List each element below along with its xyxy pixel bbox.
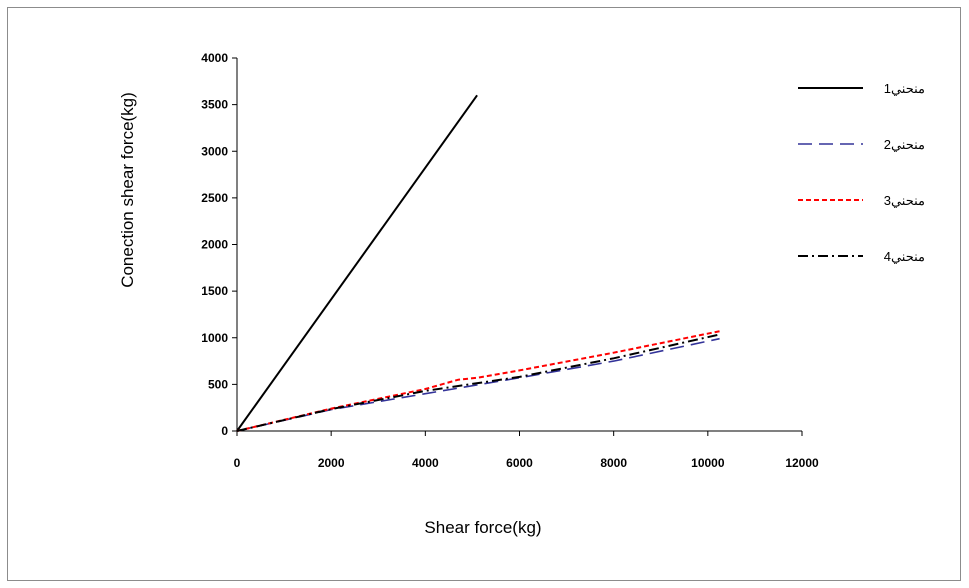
x-tick-label: 6000 xyxy=(506,456,533,470)
y-tick-label: 500 xyxy=(208,377,228,391)
series-line-3 xyxy=(236,330,720,432)
y-tick-label: 4000 xyxy=(201,51,228,65)
x-tick-label: 8000 xyxy=(600,456,627,470)
legend-label-4: منحني4 xyxy=(884,249,925,264)
x-tick-label: 2000 xyxy=(318,456,345,470)
x-axis-title: Shear force(kg) xyxy=(424,518,541,537)
chart-frame xyxy=(7,7,961,581)
legend-label-1: منحني1 xyxy=(884,81,925,96)
x-tick-label: 12000 xyxy=(785,456,819,470)
y-tick-label: 2500 xyxy=(201,191,228,205)
x-tick-label: 10000 xyxy=(691,456,725,470)
series-line-4 xyxy=(236,334,718,432)
series-line-2 xyxy=(236,337,720,432)
axis-ticks: 0 500 1000 1500 2000 2500 3000 3500 4000 0 2000 400… xyxy=(201,51,819,470)
x-tick-label: 4000 xyxy=(412,456,439,470)
legend-label-2: منحني2 xyxy=(884,137,925,152)
y-tick-label: 2000 xyxy=(201,238,228,252)
legend: منحني1 منحني2 منحني3 منحني4 xyxy=(798,81,925,264)
x-tick-label: 0 xyxy=(234,456,241,470)
y-axis-title: Conection shear force(kg) xyxy=(118,92,137,288)
y-tick-label: 1000 xyxy=(201,331,228,345)
y-tick-label: 3500 xyxy=(201,98,228,112)
plot-area: 0 500 1000 1500 2000 2500 3000 3500 4000 0 2000 400… xyxy=(201,51,819,470)
legend-label-3: منحني3 xyxy=(884,193,925,208)
series-line-1 xyxy=(236,94,478,432)
y-tick-label: 3000 xyxy=(201,144,228,158)
series-lines xyxy=(236,94,720,432)
y-tick-label: 1500 xyxy=(201,284,228,298)
y-tick-label: 0 xyxy=(221,424,228,438)
